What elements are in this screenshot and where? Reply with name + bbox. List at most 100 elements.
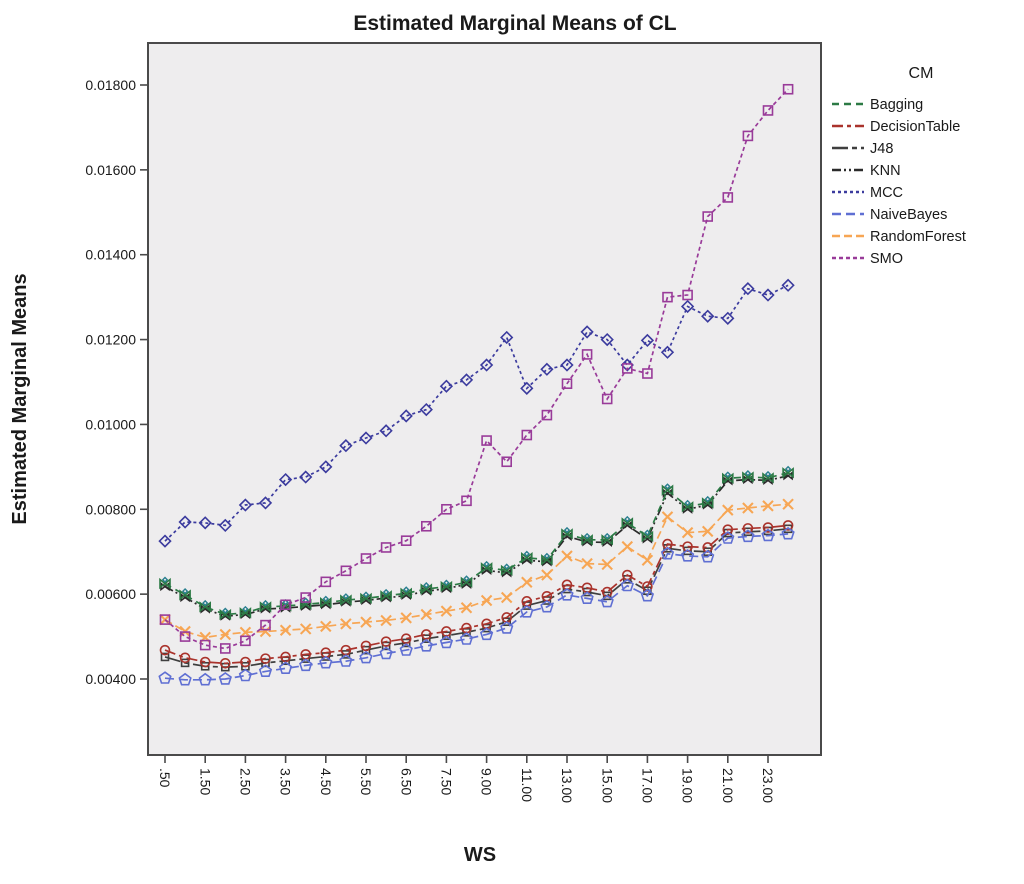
- marker: [682, 541, 693, 552]
- marker: [702, 211, 714, 222]
- legend-entry-SMO: SMO: [832, 251, 903, 267]
- legend-label: KNN: [870, 163, 901, 179]
- marker: [220, 611, 231, 621]
- marker: [159, 577, 171, 590]
- marker: [601, 393, 613, 405]
- marker: [360, 616, 372, 628]
- marker: [340, 618, 352, 630]
- marker: [521, 551, 533, 564]
- marker: [198, 672, 212, 686]
- marker: [620, 578, 634, 592]
- y-tick-label: 0.00400: [85, 671, 136, 687]
- marker: [642, 581, 653, 592]
- marker: [200, 661, 210, 671]
- marker: [179, 589, 191, 601]
- series-line: [164, 524, 789, 665]
- marker: [160, 652, 170, 662]
- marker: [360, 553, 372, 564]
- marker: [440, 605, 453, 617]
- marker: [560, 588, 574, 601]
- legend-entry-DecisionTable: DecisionTable: [832, 119, 960, 135]
- marker: [782, 498, 794, 510]
- marker: [399, 643, 413, 656]
- x-tick-label: 2.50: [237, 768, 253, 795]
- y-tick-label: 0.01400: [85, 247, 136, 263]
- marker: [180, 658, 190, 668]
- marker: [621, 540, 634, 553]
- marker: [399, 409, 413, 423]
- marker: [742, 130, 754, 142]
- marker: [479, 627, 494, 641]
- marker: [782, 520, 794, 531]
- marker: [419, 402, 433, 417]
- marker: [260, 619, 271, 631]
- marker: [580, 591, 594, 605]
- marker: [601, 558, 613, 571]
- marker: [240, 656, 251, 668]
- y-tick-label: 0.00800: [85, 501, 136, 517]
- marker: [500, 564, 513, 577]
- marker: [541, 569, 553, 581]
- x-tick-label: 9.00: [479, 768, 495, 795]
- series-MCC: [158, 278, 795, 548]
- marker: [761, 288, 775, 302]
- marker: [218, 672, 232, 685]
- marker: [782, 467, 794, 479]
- marker: [179, 631, 191, 642]
- marker: [299, 658, 313, 672]
- marker: [400, 587, 412, 599]
- marker: [480, 594, 493, 607]
- marker: [420, 583, 433, 595]
- marker: [621, 363, 633, 374]
- marker: [501, 456, 513, 468]
- marker: [320, 620, 332, 633]
- marker: [199, 656, 211, 668]
- legend-label: NaiveBayes: [870, 207, 947, 223]
- legend-entry-Bagging: Bagging: [832, 97, 923, 113]
- marker: [419, 638, 433, 652]
- marker: [781, 278, 795, 292]
- marker: [199, 639, 211, 651]
- marker: [640, 588, 655, 602]
- marker: [661, 511, 674, 523]
- marker: [320, 596, 332, 609]
- legend-label: SMO: [870, 251, 903, 267]
- legend-title: CM: [909, 65, 934, 82]
- marker: [722, 504, 734, 516]
- marker: [621, 517, 634, 529]
- marker: [662, 291, 673, 303]
- series-line: [164, 503, 789, 639]
- series-Bagging: [159, 465, 794, 621]
- x-tick-label: .50: [157, 768, 173, 788]
- x-tick-label: 1.50: [197, 768, 213, 795]
- marker: [762, 500, 774, 512]
- x-tick-label: 5.50: [358, 768, 374, 795]
- marker: [259, 625, 272, 638]
- marker: [580, 325, 594, 339]
- chart-title: Estimated Marginal Means of CL: [353, 12, 676, 35]
- marker: [660, 345, 675, 359]
- y-tick-label: 0.01000: [85, 416, 136, 432]
- marker: [380, 636, 392, 647]
- marker: [240, 635, 251, 647]
- plot-area: [147, 42, 822, 756]
- x-tick-label: 15.00: [599, 768, 615, 803]
- marker: [641, 530, 654, 543]
- marker: [680, 549, 695, 562]
- legend-label: Bagging: [870, 97, 923, 113]
- series-SMO: [159, 83, 794, 654]
- marker: [440, 580, 453, 593]
- marker: [781, 526, 795, 540]
- marker: [742, 502, 754, 514]
- marker: [581, 557, 593, 570]
- marker: [681, 501, 694, 513]
- marker: [521, 429, 533, 441]
- marker: [220, 643, 231, 654]
- y-tick-label: 0.01800: [85, 77, 136, 93]
- series-line: [164, 533, 789, 681]
- series-line: [164, 471, 789, 616]
- marker: [300, 592, 312, 603]
- marker: [640, 333, 655, 348]
